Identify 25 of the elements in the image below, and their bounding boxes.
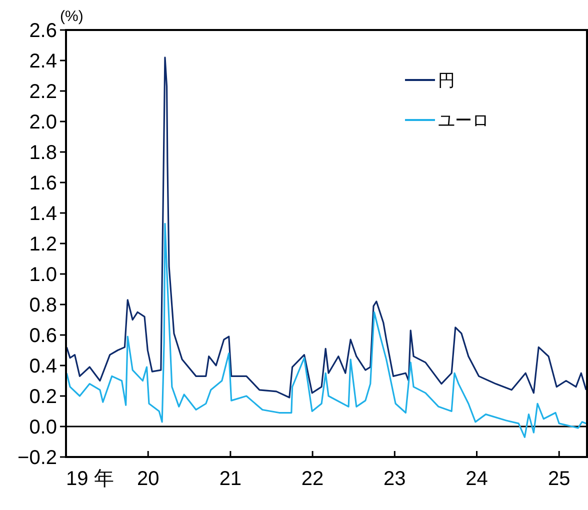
x-tick-label: 22: [301, 468, 324, 490]
y-tick-label: 2.4: [29, 50, 57, 72]
y-tick-label: 1.4: [29, 203, 57, 225]
y-tick-label: −0.2: [18, 447, 57, 469]
y-tick-label: 1.2: [29, 234, 57, 256]
x-tick-label: 24: [466, 468, 488, 490]
y-tick-label: 1.6: [29, 172, 57, 194]
y-tick-label: 0.4: [29, 356, 57, 378]
x-tick-label: 19 年: [66, 468, 114, 490]
y-tick-label: 0.2: [29, 386, 57, 408]
legend-label: ユーロ: [438, 111, 489, 130]
x-tick-label: 25: [548, 468, 570, 490]
legend-label: 円: [438, 71, 455, 90]
y-tick-label: 2.0: [29, 112, 57, 134]
x-tick-label: 23: [384, 468, 406, 490]
y-tick-label: 2.6: [29, 20, 57, 42]
y-tick-label: 1.8: [29, 142, 57, 164]
y-tick-label: 0.6: [29, 325, 57, 347]
y-tick-label: 0.0: [29, 416, 57, 438]
x-tick-label: 20: [136, 468, 160, 490]
y-tick-label: 1.0: [29, 264, 57, 286]
x-tick-label: 21: [219, 468, 242, 490]
y-tick-label: 0.8: [29, 294, 57, 316]
y-axis-title: (%): [60, 8, 84, 25]
y-tick-label: 2.2: [29, 81, 57, 103]
